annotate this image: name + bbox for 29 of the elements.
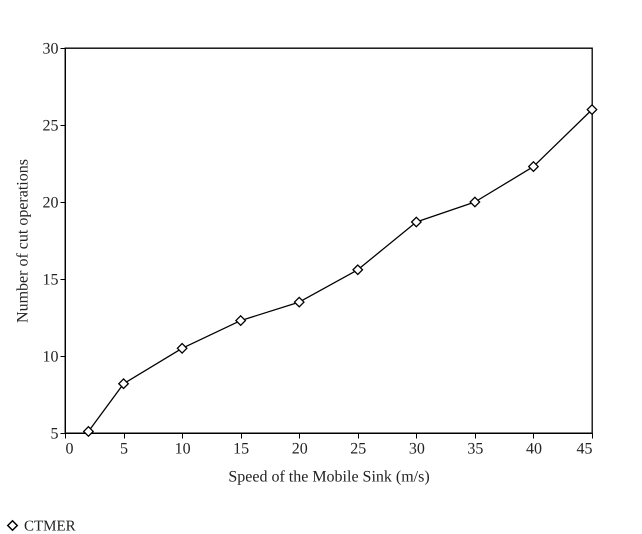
y-tick-label: 10: [42, 348, 58, 366]
point: [469, 196, 480, 208]
point: [118, 378, 129, 390]
y-tick-label: 20: [42, 194, 58, 212]
point: [528, 161, 539, 172]
x-tick-label: 0: [66, 440, 74, 458]
point: [352, 264, 364, 276]
y-tick-label: 25: [42, 118, 58, 134]
x-tick-label: 40: [526, 440, 542, 458]
point: [410, 216, 422, 228]
x-tick-label: 25: [350, 440, 366, 458]
x-tick-label: 5: [120, 440, 128, 458]
point: [176, 342, 188, 354]
x-tick-label: 45: [576, 440, 592, 458]
x-tick-label: 30: [408, 440, 425, 458]
x-axis-title: Speed of the Mobile Sink (m/s): [228, 468, 430, 486]
y-tick-label: 15: [42, 272, 58, 288]
y-axis-title: Number of cut operations: [14, 159, 32, 323]
x-tick-label: 10: [174, 440, 191, 458]
x-tick-label: 35: [467, 440, 484, 458]
x-tick-label: 15: [233, 440, 250, 458]
legend-label: CTMER: [24, 518, 76, 534]
y-tick-label: 5: [50, 426, 58, 442]
point: [294, 296, 305, 308]
point: [586, 104, 598, 115]
x-tick-label: 20: [292, 440, 308, 458]
point: [235, 315, 246, 326]
point: [83, 426, 94, 437]
y-tick-label: 30: [42, 40, 58, 58]
